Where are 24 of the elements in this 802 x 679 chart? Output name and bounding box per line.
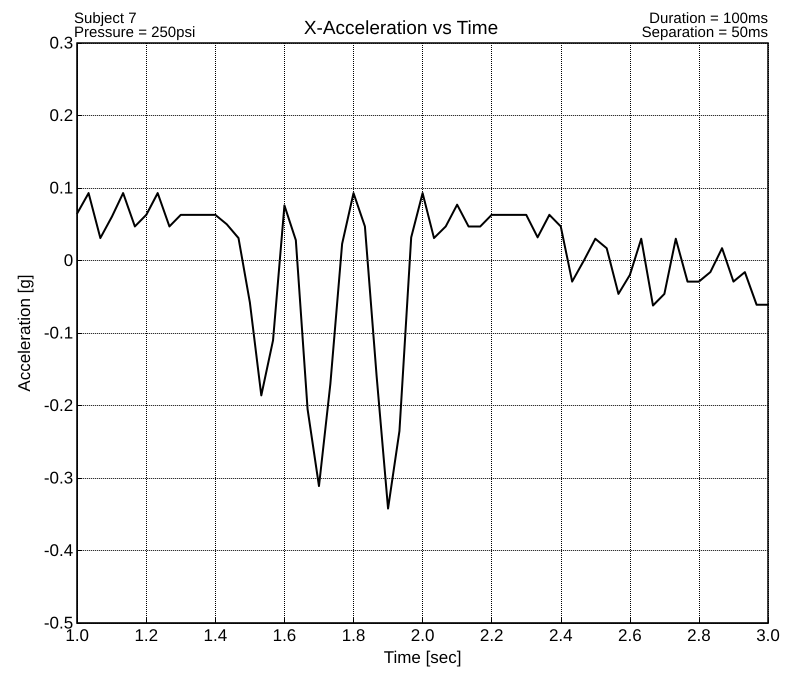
x-tick-label: 1.2	[134, 626, 158, 646]
x-tick-label: 2.6	[618, 626, 642, 646]
x-axis-title: Time [sec]	[384, 648, 462, 667]
x-tick-label: 2.2	[480, 626, 504, 646]
x-tick-label: 1.6	[272, 626, 296, 646]
y-tick-label: 0	[64, 251, 74, 270]
chart-title: X-Acceleration vs Time	[304, 18, 498, 39]
x-tick-label: 2.0	[410, 626, 434, 646]
y-tick-label: 0.2	[50, 106, 74, 126]
y-tick-label: -0.4	[44, 541, 74, 560]
y-tick-label: 0.3	[50, 34, 74, 52]
y-tick-label: 0.1	[50, 178, 74, 198]
text: Subject 7	[74, 10, 137, 27]
x-tick-label: 3.0	[756, 626, 780, 646]
text: Duration = 100ms	[649, 10, 768, 27]
y-tick-label: -0.1	[44, 324, 74, 343]
x-tick-label: 1.4	[204, 626, 228, 646]
x-tick-label: 2.4	[548, 626, 573, 646]
y-tick-label: -0.2	[44, 396, 74, 416]
text: Separation = 50ms	[642, 24, 768, 41]
y-tick-label: -0.3	[44, 468, 74, 488]
x-tick-label: 2.8	[687, 626, 711, 646]
x-tick-label: 1.8	[342, 626, 366, 646]
y-axis-title: Acceleration [g]	[15, 274, 34, 392]
